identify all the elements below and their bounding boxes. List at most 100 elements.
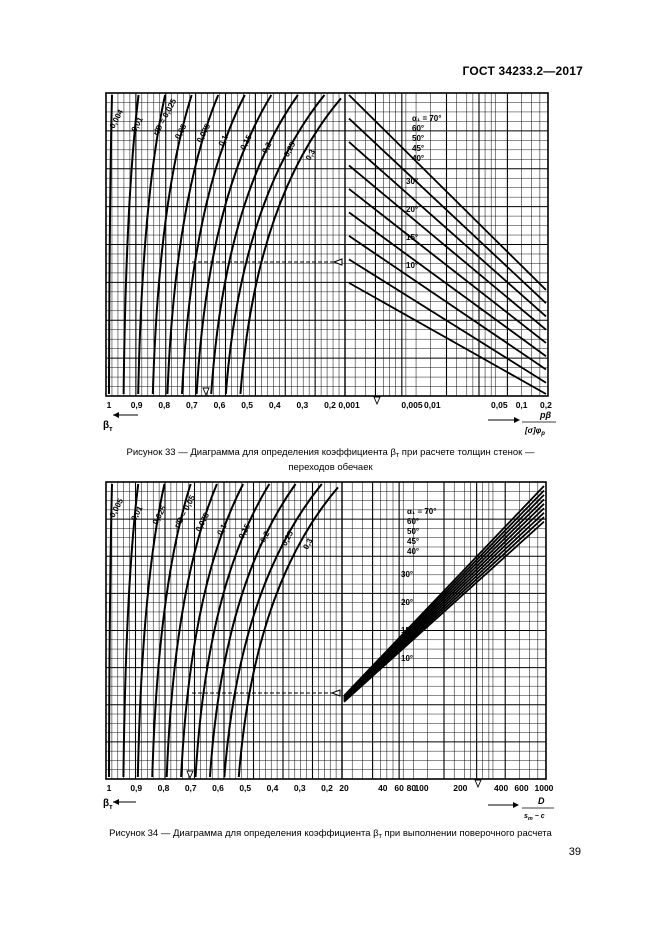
angle-line bbox=[343, 494, 545, 698]
f33-beta-label: βт bbox=[103, 420, 113, 433]
figure-34-grid bbox=[105, 481, 547, 789]
rd-curve bbox=[180, 483, 244, 778]
rd-curve-label: 0,1 bbox=[215, 522, 228, 537]
f33-ratio-top: pβ bbox=[539, 410, 551, 420]
caption-34-suffix: при выполнении поверочного расчета bbox=[381, 828, 552, 839]
rd-curve bbox=[223, 483, 323, 778]
angle-label: 50° bbox=[412, 134, 424, 143]
rd-curve bbox=[151, 94, 193, 395]
angle-line bbox=[343, 512, 545, 701]
angle-label: α₁ = 70° bbox=[412, 114, 441, 123]
angle-line bbox=[348, 188, 547, 344]
angle-line bbox=[348, 282, 547, 395]
angle-line bbox=[343, 489, 545, 698]
rd-curve-label: r/D = 0,05 bbox=[172, 493, 197, 529]
rd-curve bbox=[210, 94, 299, 395]
tick-label: 0,9 bbox=[130, 783, 142, 793]
figure-34-angle-labels: α₁ = 70°60°50°45°40° 30° 20° 15° 10° bbox=[401, 507, 436, 663]
tick-label: 0,6 bbox=[212, 783, 224, 793]
tick-label: 100 bbox=[414, 783, 428, 793]
caption-33-sub: т bbox=[395, 452, 400, 459]
rd-curve bbox=[122, 94, 140, 395]
tick-label: 80 bbox=[407, 783, 417, 793]
tick-label: 400 bbox=[494, 783, 508, 793]
rd-curve bbox=[208, 483, 297, 778]
angle-label: 30° bbox=[401, 570, 413, 579]
caption-33-suffix: при расчете толщин стенок — bbox=[399, 447, 535, 458]
marker-triangle bbox=[202, 387, 210, 397]
tick-label: 40 bbox=[378, 783, 388, 793]
rd-curve-label: 0,25 bbox=[282, 140, 298, 158]
rd-curve-label: 0,25 bbox=[280, 529, 296, 547]
rd-curve bbox=[166, 94, 220, 395]
marker-triangle bbox=[373, 396, 381, 406]
angle-line bbox=[343, 503, 545, 700]
tick-label: 0,4 bbox=[269, 400, 281, 410]
rd-curve bbox=[122, 483, 140, 778]
angle-label: 40° bbox=[407, 547, 419, 556]
rd-curve bbox=[137, 94, 167, 395]
angle-label: 40° bbox=[412, 154, 424, 163]
standard-header: ГОСТ 34233.2—2017 bbox=[462, 64, 583, 78]
angle-label: 15° bbox=[401, 626, 413, 635]
caption-34-prefix: Рисунок 34 — Диаграмма для определения к… bbox=[109, 828, 379, 839]
rd-curve bbox=[237, 486, 339, 778]
rd-curve bbox=[195, 94, 273, 395]
figure-33-angle-labels: α₁ = 70°60°50°45°40° 30° 20° 15° 10° bbox=[406, 114, 441, 270]
angle-line bbox=[343, 507, 545, 701]
tick-label: 0,3 bbox=[294, 783, 306, 793]
caption-34-sub: т bbox=[378, 833, 382, 840]
rd-curve bbox=[108, 483, 113, 778]
rd-curve-label: 0,025 bbox=[151, 504, 169, 526]
angle-line bbox=[348, 258, 547, 384]
rd-curve bbox=[181, 94, 246, 395]
reference-marker bbox=[332, 258, 343, 266]
page-number: 39 bbox=[568, 846, 581, 858]
figure-34-caption: Рисунок 34 — Диаграмма для определения к… bbox=[0, 828, 661, 843]
caption-33-line2: переходов обечаек bbox=[288, 462, 373, 473]
angle-label: 10° bbox=[406, 261, 418, 270]
rd-curve bbox=[194, 483, 271, 778]
tick-label: 60 bbox=[394, 783, 404, 793]
tick-label: 600 bbox=[514, 783, 528, 793]
figure-34-curves bbox=[108, 483, 545, 778]
angle-label: 50° bbox=[407, 527, 419, 536]
marker-triangle bbox=[186, 770, 194, 780]
angle-label: 30° bbox=[406, 177, 418, 186]
tick-label: 0,8 bbox=[158, 783, 170, 793]
f34-ratio-bottom: sт − c bbox=[524, 813, 545, 822]
figure-33-caption: Рисунок 33 — Диаграмма для определения к… bbox=[0, 447, 661, 474]
figure-33-chart: 1 0,9 0,8 0,7 0,6 0,5 0,4 0,3 0,2 0,001 0,005 0,01 0… bbox=[105, 92, 552, 410]
angle-line bbox=[343, 498, 545, 699]
rd-curve bbox=[151, 483, 192, 778]
angle-label: 20° bbox=[401, 598, 413, 607]
figure-33-axis-labels: βт pβ [σ]φр bbox=[103, 410, 556, 437]
rd-curve-label: 0,005 bbox=[108, 497, 126, 519]
angle-line bbox=[343, 516, 545, 702]
f34-ratio-top: D bbox=[538, 796, 545, 806]
rd-curve-label: 0,01 bbox=[129, 504, 145, 522]
caption-33-prefix: Рисунок 33 — Диаграмма для определения к… bbox=[126, 447, 396, 458]
tick-label: 0,5 bbox=[241, 400, 253, 410]
rd-curve-label: 0,075 bbox=[195, 122, 213, 144]
rd-curve bbox=[165, 483, 218, 778]
rd-curve-label: 0,2 bbox=[258, 529, 271, 544]
figure-34-axis-labels: βт D sт − c bbox=[103, 796, 554, 822]
tick-label: 1 bbox=[107, 400, 112, 410]
f33-ratio-bottom: [σ]φр bbox=[524, 426, 545, 437]
angle-label: 20° bbox=[406, 205, 418, 214]
rd-curve-label: 0,004 bbox=[108, 108, 126, 130]
tick-label: 0,01 bbox=[424, 400, 441, 410]
tick-label: 0,7 bbox=[186, 400, 198, 410]
tick-label: 0,7 bbox=[185, 783, 197, 793]
angle-label: α₁ = 70° bbox=[407, 507, 436, 516]
angle-line bbox=[343, 485, 545, 697]
rd-curve bbox=[108, 94, 113, 395]
angle-line bbox=[348, 141, 547, 318]
angle-label: 10° bbox=[401, 654, 413, 663]
angle-line bbox=[348, 117, 547, 304]
rd-curve bbox=[239, 97, 342, 395]
angle-line bbox=[348, 235, 547, 371]
